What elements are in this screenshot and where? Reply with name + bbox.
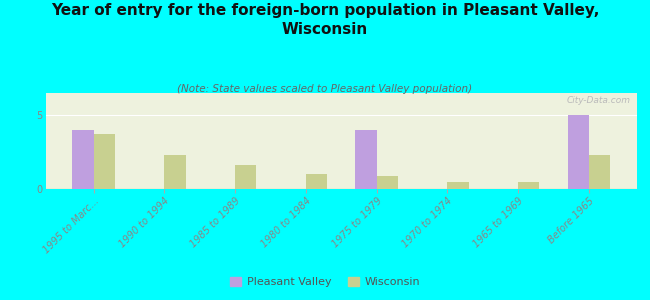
Bar xyxy=(567,115,589,189)
Bar xyxy=(306,174,327,189)
Bar xyxy=(589,155,610,189)
Bar xyxy=(376,176,398,189)
Bar xyxy=(518,182,540,189)
Bar xyxy=(94,134,115,189)
Text: Year of entry for the foreign-born population in Pleasant Valley,
Wisconsin: Year of entry for the foreign-born popul… xyxy=(51,3,599,37)
Bar xyxy=(356,130,376,189)
Bar xyxy=(72,130,94,189)
Bar xyxy=(164,155,186,189)
Legend: Pleasant Valley, Wisconsin: Pleasant Valley, Wisconsin xyxy=(226,272,424,291)
Text: (Note: State values scaled to Pleasant Valley population): (Note: State values scaled to Pleasant V… xyxy=(177,84,473,94)
Bar xyxy=(447,182,469,189)
Text: City-Data.com: City-Data.com xyxy=(567,96,631,105)
Bar xyxy=(235,165,256,189)
